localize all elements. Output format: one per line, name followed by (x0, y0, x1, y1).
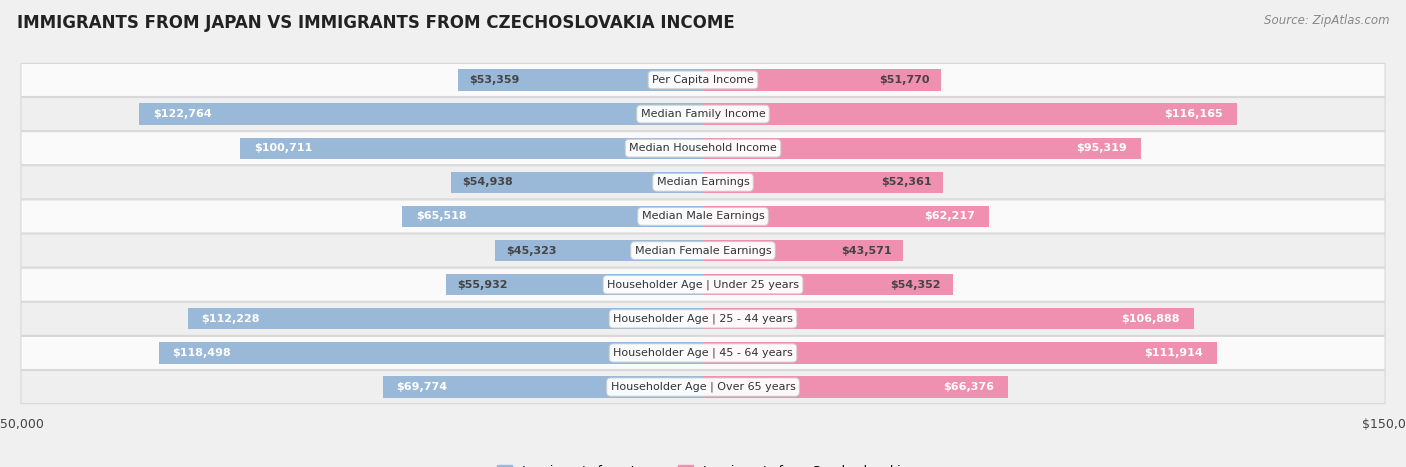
Text: Median Male Earnings: Median Male Earnings (641, 212, 765, 221)
Bar (451, 172, 703, 193)
Bar (402, 206, 703, 227)
Text: $112,228: $112,228 (201, 314, 260, 324)
FancyBboxPatch shape (21, 98, 1385, 131)
Text: $122,764: $122,764 (153, 109, 212, 119)
Bar (703, 308, 1194, 329)
Text: Median Household Income: Median Household Income (628, 143, 778, 153)
Text: $54,938: $54,938 (463, 177, 513, 187)
FancyBboxPatch shape (21, 336, 1385, 369)
Text: $53,359: $53,359 (470, 75, 520, 85)
Text: Median Family Income: Median Family Income (641, 109, 765, 119)
Text: Householder Age | Over 65 years: Householder Age | Over 65 years (610, 382, 796, 392)
Bar (703, 138, 1140, 159)
Text: Median Earnings: Median Earnings (657, 177, 749, 187)
Bar (703, 274, 953, 295)
Text: $65,518: $65,518 (416, 212, 467, 221)
Bar (703, 69, 941, 91)
Bar (240, 138, 703, 159)
Bar (446, 274, 703, 295)
Text: Householder Age | 45 - 64 years: Householder Age | 45 - 64 years (613, 348, 793, 358)
Text: $52,361: $52,361 (882, 177, 932, 187)
Text: $66,376: $66,376 (943, 382, 994, 392)
Text: IMMIGRANTS FROM JAPAN VS IMMIGRANTS FROM CZECHOSLOVAKIA INCOME: IMMIGRANTS FROM JAPAN VS IMMIGRANTS FROM… (17, 14, 734, 32)
Bar (703, 342, 1218, 363)
Text: Median Female Earnings: Median Female Earnings (634, 246, 772, 255)
Text: $45,323: $45,323 (506, 246, 557, 255)
Bar (703, 104, 1236, 125)
Text: $106,888: $106,888 (1122, 314, 1180, 324)
Text: $116,165: $116,165 (1164, 109, 1223, 119)
FancyBboxPatch shape (21, 64, 1385, 97)
FancyBboxPatch shape (21, 132, 1385, 165)
Text: Householder Age | 25 - 44 years: Householder Age | 25 - 44 years (613, 313, 793, 324)
Text: Per Capita Income: Per Capita Income (652, 75, 754, 85)
Text: $111,914: $111,914 (1144, 348, 1204, 358)
Legend: Immigrants from Japan, Immigrants from Czechoslovakia: Immigrants from Japan, Immigrants from C… (492, 460, 914, 467)
Bar (139, 104, 703, 125)
Bar (703, 376, 1008, 398)
Bar (382, 376, 703, 398)
Text: $51,770: $51,770 (879, 75, 929, 85)
Text: Source: ZipAtlas.com: Source: ZipAtlas.com (1264, 14, 1389, 27)
Text: $69,774: $69,774 (396, 382, 447, 392)
FancyBboxPatch shape (21, 200, 1385, 233)
Bar (703, 206, 988, 227)
Text: $95,319: $95,319 (1076, 143, 1128, 153)
Bar (458, 69, 703, 91)
FancyBboxPatch shape (21, 370, 1385, 403)
FancyBboxPatch shape (21, 166, 1385, 199)
FancyBboxPatch shape (21, 268, 1385, 301)
Bar (703, 172, 943, 193)
Text: $118,498: $118,498 (173, 348, 231, 358)
Text: $100,711: $100,711 (254, 143, 312, 153)
Bar (703, 240, 903, 261)
FancyBboxPatch shape (21, 302, 1385, 335)
Bar (159, 342, 703, 363)
Bar (495, 240, 703, 261)
Text: $62,217: $62,217 (924, 212, 974, 221)
Bar (187, 308, 703, 329)
Text: Householder Age | Under 25 years: Householder Age | Under 25 years (607, 279, 799, 290)
Text: $43,571: $43,571 (841, 246, 891, 255)
Text: $54,352: $54,352 (890, 280, 941, 290)
Text: $55,932: $55,932 (457, 280, 508, 290)
FancyBboxPatch shape (21, 234, 1385, 267)
